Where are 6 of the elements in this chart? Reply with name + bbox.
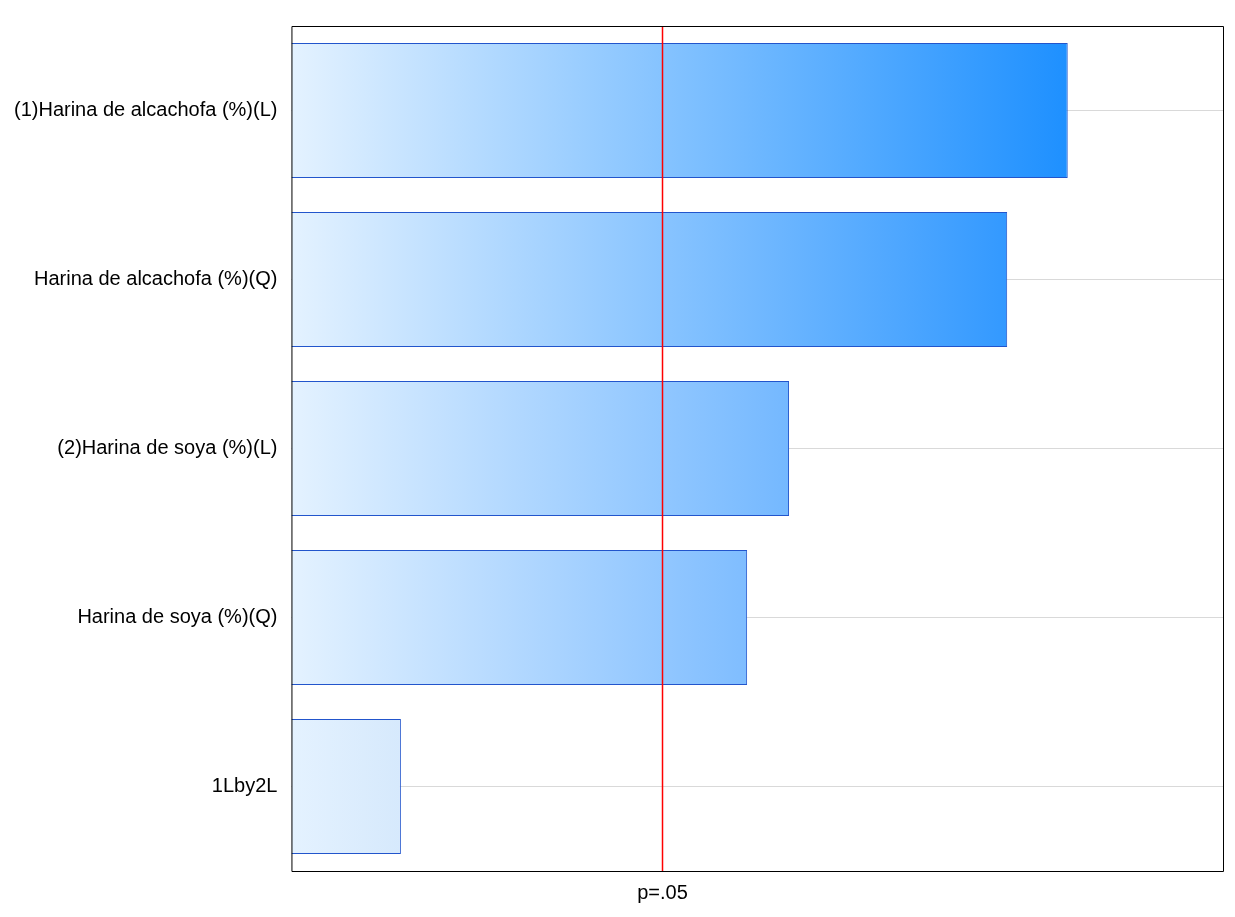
ref-line-label: p=.05: [637, 880, 688, 903]
y-tick-label: Harina de soya (%)(Q): [77, 605, 278, 628]
y-tick-label: (2)Harina de soya (%)(L): [57, 436, 278, 459]
y-tick-label: (1)Harina de alcachofa (%)(L): [14, 98, 278, 121]
y-tick-label: Harina de alcachofa (%)(Q): [34, 267, 278, 290]
y-tick-label: 1Lby2L: [211, 774, 278, 797]
